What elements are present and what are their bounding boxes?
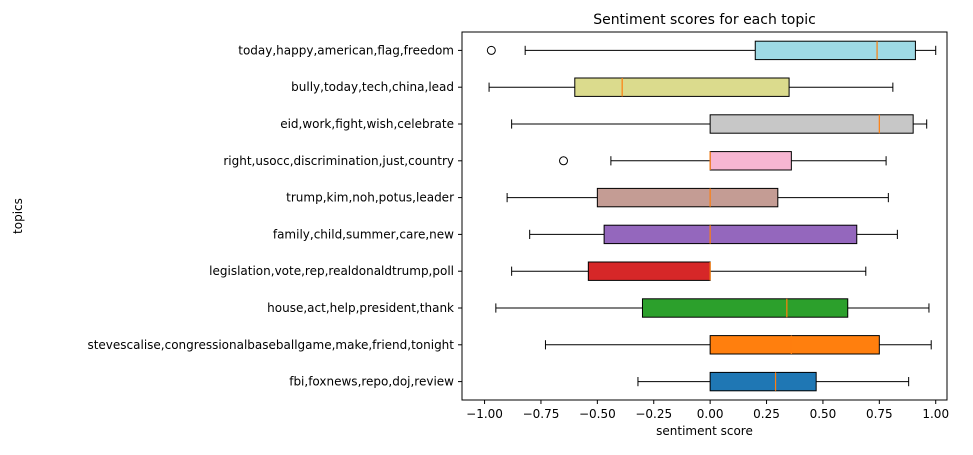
box <box>641 298 849 318</box>
y-tick-label: legislation,vote,rep,realdonaldtrump,pol… <box>209 264 454 278</box>
outlier-point <box>559 156 569 166</box>
box-group <box>488 77 894 97</box>
y-tick-label: trump,kim,noh,potus,leader <box>286 191 454 205</box>
x-tick-label: 1.00 <box>922 407 949 421</box>
box <box>603 224 858 245</box>
y-tick-label: right,usocc,discrimination,just,country <box>223 154 454 168</box>
x-tick-label: −0.50 <box>579 407 616 421</box>
box <box>587 261 711 281</box>
box-group <box>495 298 930 318</box>
x-axis: −1.00 −0.75 −0.50 −0.25 0.00 0.25 0.50 0.75 1.00 <box>466 400 949 421</box>
y-axis: fbi,foxnews,repo,doj,review stevescalise,… <box>87 43 462 389</box>
box <box>596 187 779 208</box>
x-tick-label: 0.75 <box>866 407 893 421</box>
y-tick-label: eid,work,fight,wish,celebrate <box>280 117 454 131</box>
box <box>754 40 916 61</box>
box-group <box>637 371 910 392</box>
plot-area <box>486 40 937 392</box>
box <box>709 371 817 392</box>
box-group <box>544 335 932 355</box>
x-tick-label: −0.25 <box>635 407 672 421</box>
y-tick-label: bully,today,tech,china,lead <box>291 80 454 94</box>
y-tick-label: house,act,help,president,thank <box>267 301 454 315</box>
box-group <box>529 224 898 245</box>
box <box>709 114 914 134</box>
x-tick-label: 0.50 <box>810 407 837 421</box>
box-group <box>559 151 887 171</box>
y-tick-label: family,child,summer,care,new <box>273 227 454 241</box>
box-group <box>511 261 867 281</box>
box-group <box>486 40 937 61</box>
y-tick-label: fbi,foxnews,repo,doj,review <box>289 375 454 389</box>
x-tick-label: 0.00 <box>697 407 724 421</box>
x-tick-label: −0.75 <box>523 407 560 421</box>
x-axis-label: sentiment score <box>656 424 753 438</box>
box-group <box>511 114 928 134</box>
x-tick-label: 0.25 <box>753 407 780 421</box>
box <box>709 335 880 355</box>
x-tick-label: −1.00 <box>466 407 503 421</box>
box <box>709 151 792 171</box>
y-axis-label: topics <box>11 198 25 234</box>
y-tick-label: stevescalise,congressionalbaseballgame,m… <box>87 338 454 352</box>
box <box>574 77 790 97</box>
chart-title: Sentiment scores for each topic <box>593 12 816 28</box>
y-tick-label: today,happy,american,flag,freedom <box>238 43 454 57</box>
box-group <box>506 187 889 208</box>
outlier-point <box>486 45 496 55</box>
plot-frame <box>461 31 948 401</box>
